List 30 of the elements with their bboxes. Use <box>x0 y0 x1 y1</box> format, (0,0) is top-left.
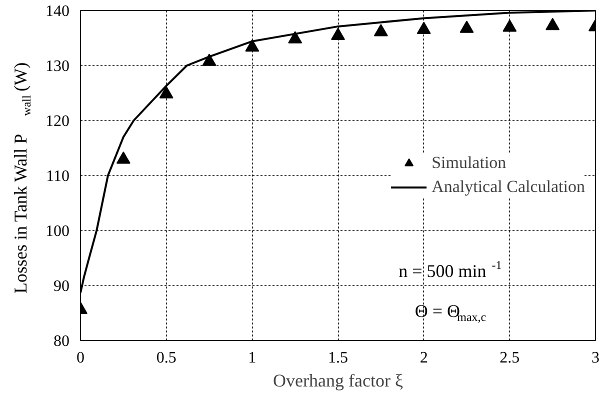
annotation: n = 500 min-1 <box>398 258 502 282</box>
point <box>374 24 388 36</box>
point <box>202 54 216 66</box>
point <box>116 152 130 164</box>
y-tick-label: 80 <box>54 333 70 350</box>
point <box>159 86 174 98</box>
y-axis-title: Losses in Tank Wall Pwall (W) <box>10 62 34 294</box>
y-tick-label: 100 <box>46 223 70 240</box>
point <box>288 31 302 44</box>
x-tick-label: 0.5 <box>156 350 176 366</box>
y-tick-label: 110 <box>46 168 70 185</box>
x-axis-title: Overhang factor ξ <box>273 370 403 390</box>
point <box>416 22 431 34</box>
x-tick-label: 0 <box>76 350 84 366</box>
x-tick-label: 2 <box>420 350 428 366</box>
legend-label: Analytical Calculation <box>432 177 585 197</box>
x-tick-label: 2.5 <box>500 350 520 366</box>
point <box>245 39 260 52</box>
y-tick-label: 130 <box>46 58 70 75</box>
point <box>331 28 345 40</box>
point <box>546 18 560 30</box>
y-tick-label: 120 <box>46 113 70 130</box>
legend-label: Simulation <box>432 153 506 173</box>
x-tick-label: 1.5 <box>328 350 348 366</box>
point <box>502 20 517 32</box>
point <box>460 20 474 33</box>
x-tick-label: 3 <box>592 350 600 366</box>
x-tick-label: 1 <box>248 350 256 366</box>
y-tick-label: 140 <box>46 3 70 20</box>
y-tick-label: 90 <box>54 278 70 295</box>
